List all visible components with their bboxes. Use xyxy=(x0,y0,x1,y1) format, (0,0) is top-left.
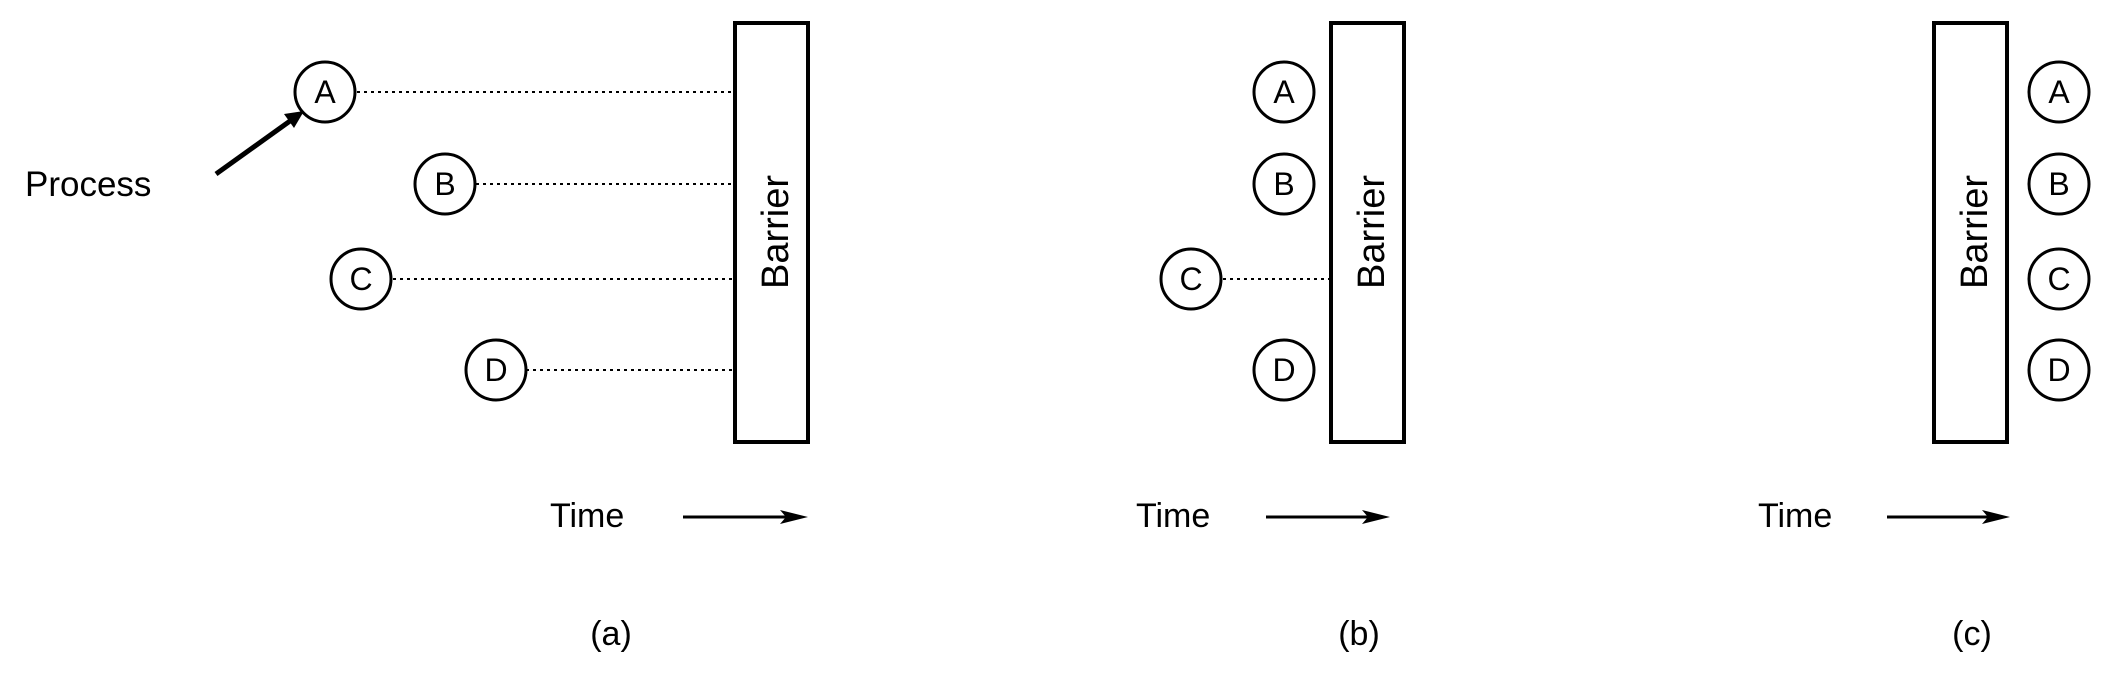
process-d-node: D xyxy=(1252,338,1316,402)
time-label-c: Time xyxy=(1758,497,1832,535)
panel-c: Barrier A B C D Time (c) xyxy=(1758,21,2091,653)
process-d-node: D xyxy=(2027,338,2091,402)
time-arrow-c xyxy=(1887,510,2010,524)
barrier-a-label: Barrier xyxy=(755,175,797,289)
time-label-b: Time xyxy=(1136,497,1210,535)
caption-b: (b) xyxy=(1338,615,1380,653)
process-a-node: A xyxy=(1252,60,1316,124)
process-d-letter: D xyxy=(1272,352,1295,388)
process-b-letter: B xyxy=(1273,166,1294,202)
caption-c: (c) xyxy=(1952,615,1992,653)
process-a-node: A xyxy=(293,60,357,124)
process-c-node: C xyxy=(1159,247,1223,311)
process-c-node: C xyxy=(2027,247,2091,311)
barrier-c xyxy=(1932,21,2009,444)
process-b-node: B xyxy=(2027,152,2091,216)
process-a-letter: A xyxy=(314,74,336,110)
process-b-letter: B xyxy=(434,166,455,202)
process-b-node: B xyxy=(413,152,477,216)
process-d-letter: D xyxy=(484,352,507,388)
process-c-letter: C xyxy=(2047,261,2070,297)
barrier-b xyxy=(1329,21,1406,444)
process-d-node: D xyxy=(464,338,528,402)
process-c-letter: C xyxy=(1179,261,1202,297)
process-a-node: A xyxy=(2027,60,2091,124)
process-label: Process xyxy=(25,165,151,204)
process-b-letter: B xyxy=(2048,166,2069,202)
process-d-letter: D xyxy=(2047,352,2070,388)
time-arrow-b xyxy=(1266,510,1390,524)
caption-a: (a) xyxy=(590,615,632,653)
panel-b: Barrier A B C D Time (b) xyxy=(1136,21,1406,653)
process-c-node: C xyxy=(329,247,393,311)
barrier-c-label: Barrier xyxy=(1954,175,1996,289)
process-b-node: B xyxy=(1252,152,1316,216)
barrier-b-label: Barrier xyxy=(1351,175,1393,289)
barrier-a xyxy=(733,21,810,444)
process-a-letter: A xyxy=(2048,74,2070,110)
panel-a: Barrier A B C D Time (a) xyxy=(293,21,810,653)
process-pointer-arrow xyxy=(214,111,304,177)
process-a-letter: A xyxy=(1273,74,1295,110)
time-label-a: Time xyxy=(550,497,624,535)
time-arrow-a xyxy=(683,510,808,524)
process-c-letter: C xyxy=(349,261,372,297)
